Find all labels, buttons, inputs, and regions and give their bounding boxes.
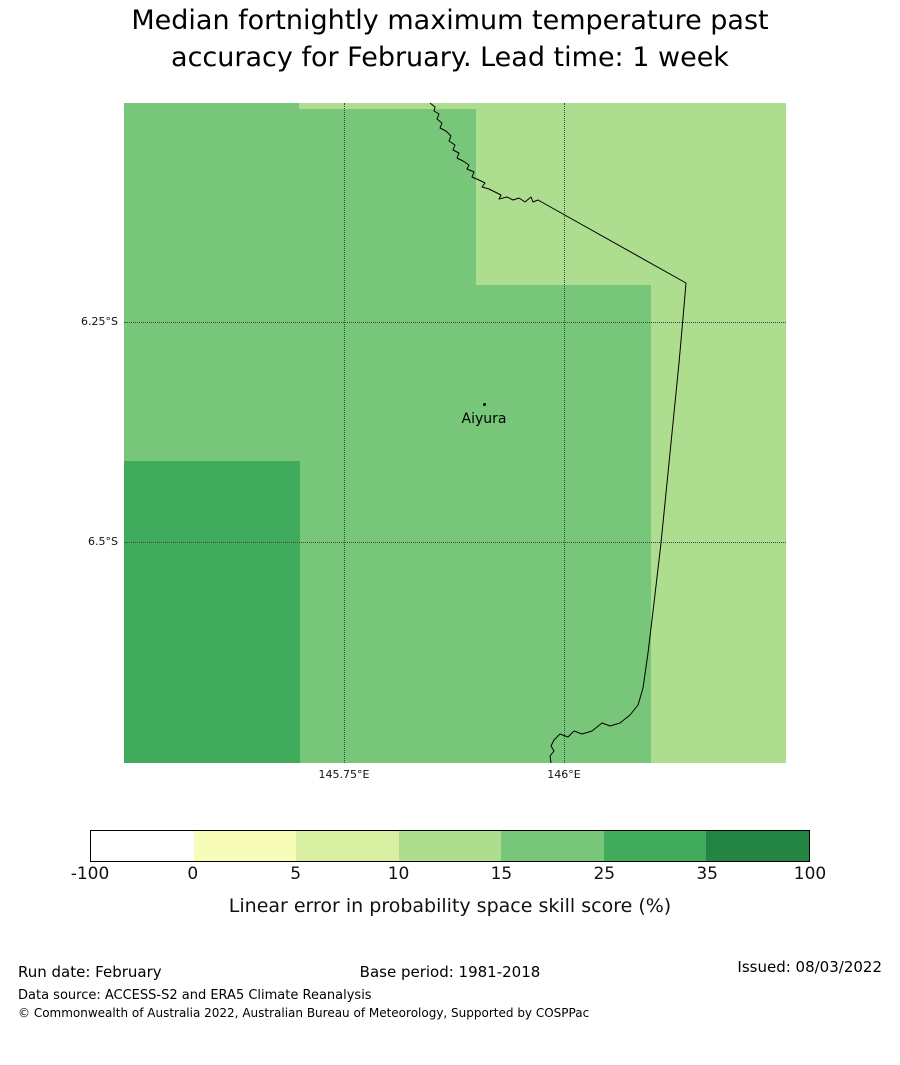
colorbar-segment-3: [398, 831, 502, 861]
colorbar-tick-6: 35: [696, 864, 718, 884]
issued-date-text: Issued: 08/03/2022: [737, 958, 882, 976]
ytick-6-25s: 6.25°S: [81, 315, 118, 328]
colorbar-tick-5: 25: [593, 864, 616, 884]
colorbar-segment-6: [706, 831, 810, 861]
run-date-text: Run date: February: [18, 963, 162, 981]
colorbar-tick-7: 100: [793, 864, 827, 884]
map-region-northeast-light: [476, 103, 651, 285]
colorbar-tick-1: 0: [187, 864, 199, 884]
colorbar-tick-3: 10: [387, 864, 410, 884]
chart-title-line2: accuracy for February. Lead time: 1 week: [171, 42, 729, 73]
xtick-145-75e: 145.75°E: [318, 768, 370, 781]
gridline-145-75e: [344, 103, 345, 763]
colorbar-tick-4: 15: [490, 864, 513, 884]
map-region-southwest-dark: [124, 461, 300, 763]
station-label: Aiyura: [461, 411, 507, 427]
colorbar-tick-2: 5: [290, 864, 302, 884]
base-period-text: Base period: 1981-2018: [359, 963, 541, 981]
gridline-6-25s: [124, 322, 786, 323]
chart-title: Median fortnightly maximum temperature p…: [0, 0, 900, 76]
ytick-6-5s: 6.5°S: [88, 535, 118, 548]
colorbar-ticks: -100 0 5 10 15 25 35 100: [71, 864, 827, 890]
copyright-text: © Commonwealth of Australia 2022, Austra…: [18, 1006, 590, 1020]
map-region-east-light: [651, 103, 786, 763]
gridline-146e: [564, 103, 565, 763]
chart-title-line1: Median fortnightly maximum temperature p…: [131, 5, 769, 36]
colorbar-segment-1: [193, 831, 297, 861]
station-marker-dot: [483, 403, 486, 406]
colorbar-segment-5: [603, 831, 707, 861]
coastline: [429, 103, 687, 763]
gridline-6-5s: [124, 542, 786, 543]
map-region-top-strip-light: [299, 103, 476, 109]
colorbar-label: Linear error in probability space skill …: [228, 895, 672, 917]
colorbar-tick-0: -100: [70, 864, 110, 884]
colorbar: [90, 830, 810, 862]
map-canvas: Aiyura: [124, 103, 786, 763]
colorbar-segment-0: [91, 831, 194, 861]
data-source-text: Data source: ACCESS-S2 and ERA5 Climate …: [18, 988, 372, 1003]
colorbar-segment-2: [296, 831, 399, 861]
xtick-146e: 146°E: [547, 768, 581, 781]
colorbar-segment-4: [501, 831, 604, 861]
